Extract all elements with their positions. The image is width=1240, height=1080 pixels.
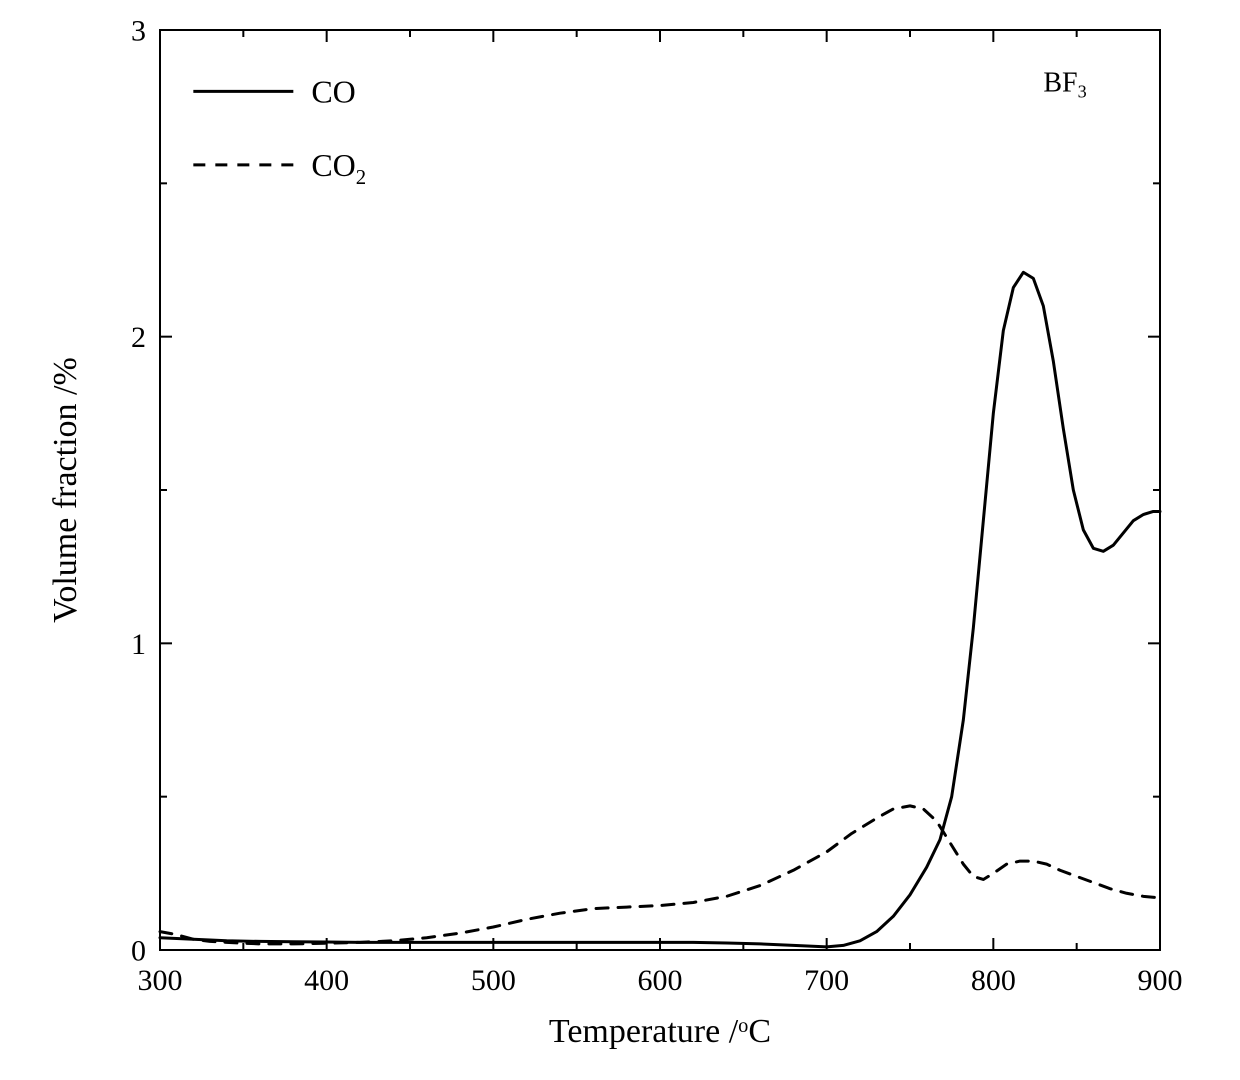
x-tick-label: 800: [971, 964, 1016, 997]
series-CO: [160, 272, 1160, 947]
x-tick-label: 600: [638, 964, 683, 997]
x-ticks: 300 400 500 600 700 800 900: [138, 30, 1183, 997]
annotation-label: BF3: [1043, 67, 1086, 101]
x-tick-label: 300: [138, 964, 183, 997]
y-ticks: 0 1 2 3: [131, 15, 1160, 968]
y-tick-label: 2: [131, 321, 146, 354]
chart-container: 300 400 500 600 700 800 900 0 1 2 3 Temperature /oC…: [0, 0, 1240, 1080]
x-axis-label: Temperature /oC: [549, 1013, 771, 1050]
x-tick-label: 700: [804, 964, 849, 997]
y-axis-label: Volume fraction /%: [47, 357, 84, 623]
legend-label-CO2: CO2: [311, 147, 366, 189]
y-tick-label: 0: [131, 935, 146, 968]
line-chart: 300 400 500 600 700 800 900 0 1 2 3 Temperature /oC…: [0, 0, 1240, 1080]
y-tick-label: 3: [131, 15, 146, 48]
legend-label-CO: CO: [311, 74, 355, 110]
x-tick-label: 900: [1138, 964, 1183, 997]
plot-border: [160, 30, 1160, 950]
series-CO2: [160, 806, 1160, 944]
x-tick-label: 400: [304, 964, 349, 997]
x-tick-label: 500: [471, 964, 516, 997]
y-tick-label: 1: [131, 628, 146, 661]
